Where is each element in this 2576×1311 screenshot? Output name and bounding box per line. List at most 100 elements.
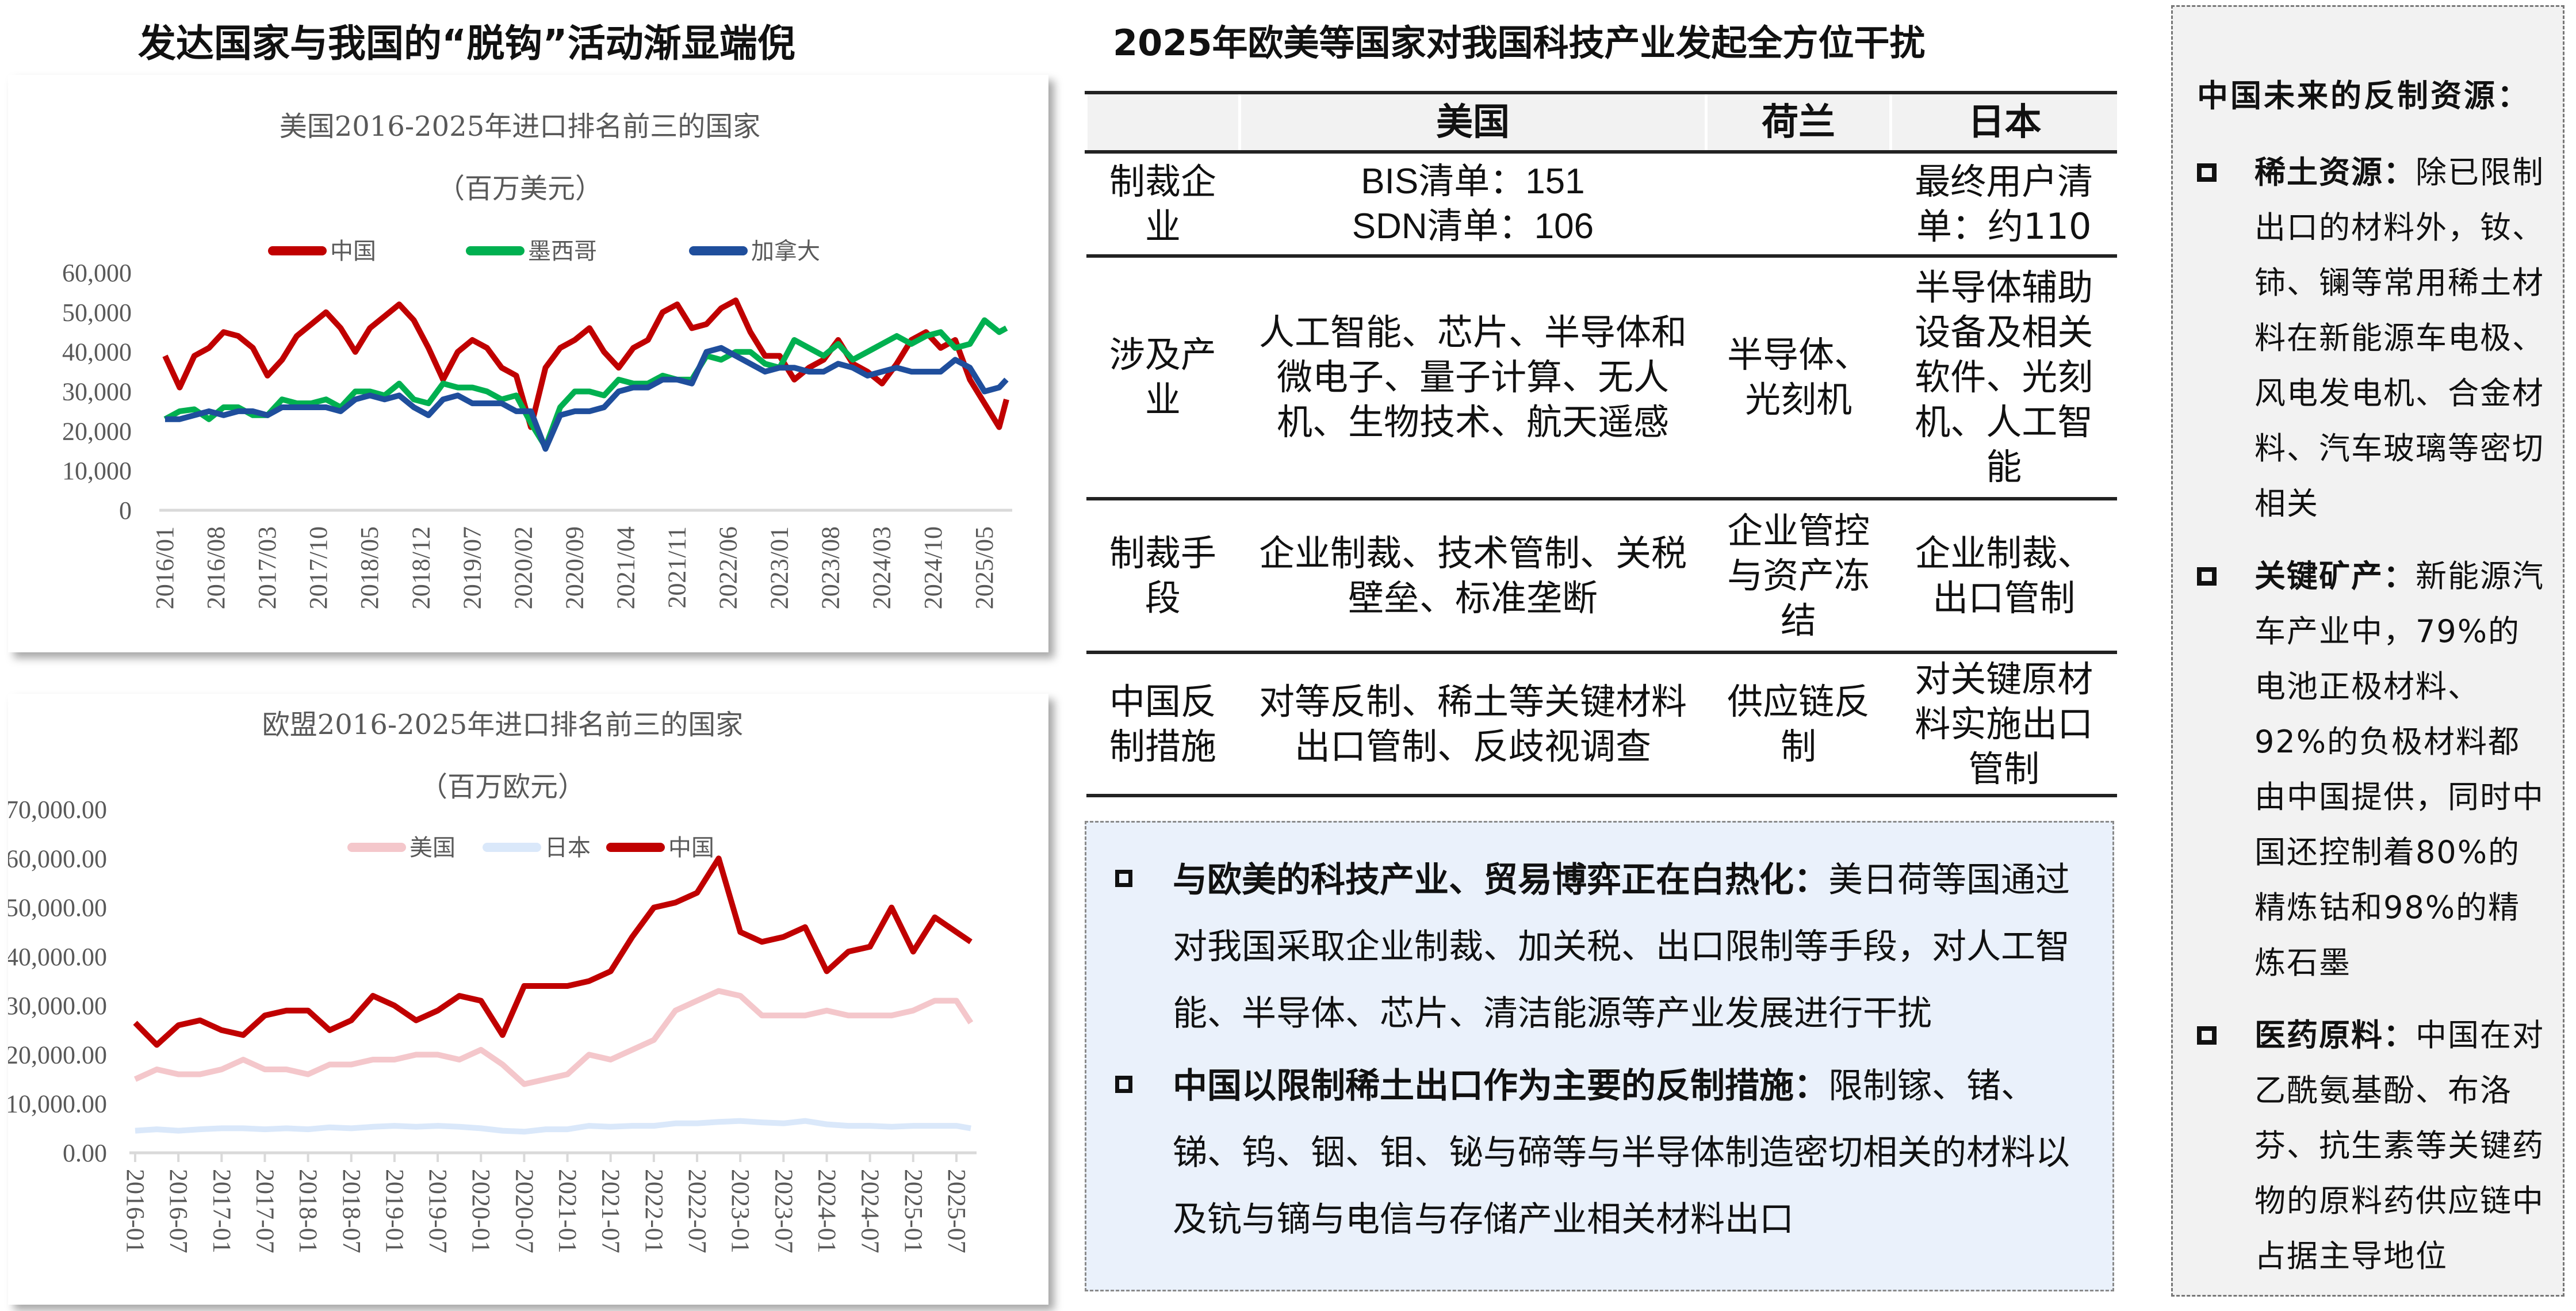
x-tick-label: 2021-01 [554, 1169, 582, 1253]
cell-netherlands [1706, 152, 1891, 256]
resource-text: 新能源汽车产业中，79%的电池正极材料、92%的负极材料都由中国提供，同时中国还… [2255, 558, 2544, 981]
x-tick-label: 2022/06 [714, 526, 742, 609]
summary-item: 与欧美的科技产业、贸易博弈正在白热化：美日荷等国通过对我国采取企业制裁、加关税、… [1115, 847, 2087, 1047]
square-bullet-icon [2197, 163, 2217, 182]
y-tick-label: 20,000.00 [8, 1041, 107, 1069]
eu-imports-chart: 欧盟2016-2025年进口排名前三的国家 （百万欧元） 70,000.00 60,0… [8, 694, 1048, 1305]
series-line-0 [133, 988, 974, 1087]
left-section-title: 发达国家与我国的“脱钩”活动渐显端倪 [138, 21, 795, 66]
legend-label: 中国 [330, 238, 376, 265]
x-tick-label: 2021/04 [611, 526, 640, 609]
y-tick-label: 50,000 [62, 299, 132, 327]
header-blank [1085, 93, 1240, 152]
legend-label: 中国 [668, 835, 714, 861]
cell-us: 企业制裁、技术管制、关税壁垒、标准垄断 [1258, 532, 1687, 619]
resource-item: 医药原料：中国在对乙酰氨基酚、布洛芬、抗生素等关键药物的原料药供应链中占据主导地… [2197, 1008, 2554, 1284]
table-row: 制裁手段 企业制裁、技术管制、关税壁垒、标准垄断 企业管控与资产冻结 企业制裁、… [1086, 499, 2117, 652]
x-tick-label: 2020-07 [510, 1169, 538, 1253]
x-tick-label: 2016/08 [202, 526, 230, 609]
resource-list: 稀土资源：除已限制出口的材料外，钕、铈、镧等常用稀土材料在新能源车电极、风电发电… [2197, 145, 2554, 1284]
square-bullet-icon [1115, 1076, 1132, 1093]
row-label: 涉及产业 [1109, 334, 1216, 421]
y-tick-label: 40,000.00 [8, 943, 107, 971]
x-tick-label: 2018-01 [294, 1169, 323, 1253]
x-tick-label: 2019/07 [458, 526, 486, 609]
square-bullet-icon [2197, 1026, 2217, 1045]
summary-item: 中国以限制稀土出口作为主要的反制措施：限制镓、锗、锑、钨、铟、钼、铋与碲等与半导… [1115, 1053, 2087, 1253]
resource-text: 中国在对乙酰氨基酚、布洛芬、抗生素等关键药物的原料药供应链中占据主导地位 [2255, 1017, 2544, 1274]
x-tick-label: 2021/11 [663, 526, 691, 609]
cell-japan: 企业制裁、出口管制 [1915, 532, 2093, 619]
cell-netherlands: 供应链反制 [1727, 680, 1870, 767]
resource-item: 关键矿产：新能源汽车产业中，79%的电池正极材料、92%的负极材料都由中国提供，… [2197, 549, 2554, 991]
sanctions-table: 美国 荷兰 日本 制裁企业 BIS清单：151 SDN清单：106 最终用户清单… [1085, 91, 2117, 797]
series-line-1 [135, 1118, 971, 1135]
cell-netherlands: 企业管控与资产冻结 [1727, 509, 1870, 641]
cell-japan: 对关键原材料实施出口管制 [1915, 658, 2093, 790]
cell-netherlands: 半导体、光刻机 [1727, 334, 1870, 421]
x-tick-label: 2016/01 [151, 526, 179, 609]
chart-title: 美国2016-2025年进口排名前三的国家 [280, 110, 761, 143]
x-tick-label: 2024/03 [868, 526, 896, 609]
y-tick-label: 40,000 [62, 338, 132, 366]
panel-title: 中国未来的反制资源： [2197, 78, 2531, 114]
countermeasure-resources-panel: 中国未来的反制资源： 稀土资源：除已限制出口的材料外，钕、铈、镧等常用稀土材料在… [2171, 5, 2564, 1297]
us-imports-chart: 美国2016-2025年进口排名前三的国家 （百万美元） 60,000 50,000 4… [8, 75, 1048, 652]
x-tick-label: 2024/10 [919, 526, 947, 609]
x-tick-label: 2019-07 [424, 1169, 452, 1253]
legend-label: 日本 [545, 835, 591, 861]
x-tick-label: 2023-07 [770, 1169, 798, 1253]
x-tick-label: 2023/08 [817, 526, 845, 609]
x-tick-label: 2020/02 [509, 526, 537, 609]
x-tick-label: 2018/12 [407, 526, 435, 609]
x-tick-label: 2020/09 [560, 526, 588, 609]
x-tick-label: 2022-07 [683, 1169, 711, 1253]
table-row: 涉及产业 人工智能、芯片、半导体和微电子、量子计算、无人机、生物技术、航天遥感 … [1086, 256, 2117, 499]
square-bullet-icon [2197, 567, 2217, 586]
chart-title: 欧盟2016-2025年进口排名前三的国家 [262, 709, 744, 741]
chart-subtitle: （百万欧元） [420, 771, 585, 803]
x-tick-label: 2023/01 [765, 526, 794, 609]
row-label: 制裁企业 [1109, 160, 1216, 247]
series-line-2 [133, 855, 973, 1048]
y-tick-label: 30,000 [62, 378, 132, 406]
cell-us: BIS清单：151 SDN清单：106 [1352, 161, 1594, 246]
series-line-2 [165, 345, 1009, 452]
x-tick-label: 2017-07 [251, 1169, 279, 1253]
header-japan: 日本 [1889, 93, 2117, 152]
y-tick-label: 60,000 [62, 259, 132, 287]
y-tick-label: 60,000.00 [8, 844, 107, 873]
table-row: 中国反制措施 对等反制、稀土等关键材料出口管制、反歧视调查 供应链反制 对关键原… [1086, 652, 2117, 796]
legend-label: 加拿大 [751, 238, 820, 265]
summary-item-heading: 与欧美的科技产业、贸易博弈正在白热化： [1173, 860, 1828, 900]
cell-us: 人工智能、芯片、半导体和微电子、量子计算、无人机、生物技术、航天遥感 [1258, 311, 1687, 443]
x-tick-label: 2025-07 [943, 1169, 971, 1253]
table-header-row: 美国 荷兰 日本 [1085, 93, 2117, 152]
header-netherlands: 荷兰 [1705, 93, 1891, 152]
legend-label: 美国 [409, 835, 456, 861]
legend-label: 墨西哥 [528, 238, 597, 265]
y-tick-label: 50,000.00 [8, 894, 107, 922]
resource-item: 稀土资源：除已限制出口的材料外，钕、铈、镧等常用稀土材料在新能源车电极、风电发电… [2197, 145, 2554, 532]
resource-text: 除已限制出口的材料外，钕、铈、镧等常用稀土材料在新能源车电极、风电发电机、合金材… [2255, 154, 2544, 522]
y-tick-label: 10,000 [62, 457, 132, 485]
x-tick-label: 2025-01 [900, 1169, 928, 1253]
y-tick-label: 30,000.00 [8, 992, 107, 1020]
middle-section-title: 2025年欧美等国家对我国科技产业发起全方位干扰 [1113, 22, 1926, 64]
resource-heading: 医药原料： [2255, 1017, 2416, 1053]
x-tick-label: 2016-07 [164, 1169, 193, 1253]
x-tick-label: 2016-01 [121, 1169, 150, 1253]
x-tick-label: 2022-01 [640, 1169, 668, 1253]
x-tick-label: 2024-07 [856, 1169, 885, 1253]
x-tick-label: 2020-01 [467, 1169, 495, 1253]
cell-us: 对等反制、稀土等关键材料出口管制、反歧视调查 [1258, 680, 1687, 767]
y-tick-label: 10,000.00 [8, 1090, 107, 1118]
y-tick-label: 20,000 [62, 417, 132, 445]
summary-item-heading: 中国以限制稀土出口作为主要的反制措施： [1173, 1066, 1828, 1106]
cell-japan: 半导体辅助设备及相关软件、光刻机、人工智能 [1915, 266, 2093, 488]
x-tick-label: 2018/05 [355, 526, 384, 609]
x-tick-label: 2024-01 [813, 1169, 841, 1253]
x-tick-label: 2019-01 [381, 1169, 409, 1253]
chart-subtitle: （百万美元） [437, 173, 603, 205]
x-tick-label: 2023-01 [726, 1169, 755, 1253]
